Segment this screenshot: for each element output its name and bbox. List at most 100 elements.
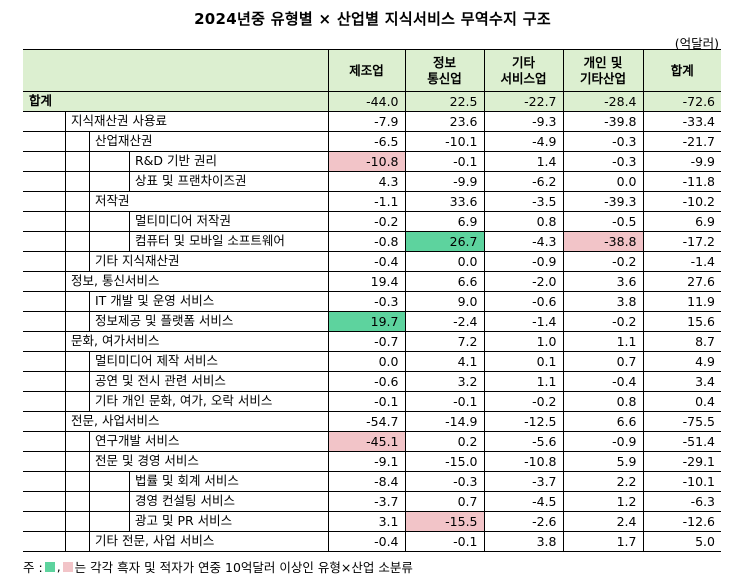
value-cell: 0.7 <box>562 351 643 372</box>
indent-guide <box>89 452 90 471</box>
indent-guide <box>89 432 90 451</box>
indent-guide <box>65 292 66 311</box>
indent-guide <box>65 252 66 271</box>
table-row: 지식재산권 사용료 -7.9 23.6 -9.3 -39.8 -33.4 <box>23 111 721 132</box>
value-cell: 1.2 <box>562 491 643 512</box>
indent-guide <box>65 332 66 351</box>
row-label: 멀티미디어 제작 서비스 <box>95 353 218 368</box>
value-cell: 3.2 <box>404 371 484 392</box>
value-cell: -0.3 <box>562 151 643 172</box>
table-row: R&D 기반 권리 -10.8 -0.1 1.4 -0.3 -9.9 <box>23 151 721 172</box>
value-cell: -0.2 <box>562 311 643 332</box>
indent-guide <box>89 192 90 211</box>
indent-guide <box>65 432 66 451</box>
row-label-cell: 컴퓨터 및 모바일 소프트웨어 <box>23 231 328 252</box>
value-cell: 6.6 <box>562 411 643 432</box>
row-label: 문화, 여가서비스 <box>71 333 160 348</box>
value-cell: 33.6 <box>404 191 484 212</box>
value-cell: -0.5 <box>562 211 643 232</box>
indent-guide <box>65 392 66 411</box>
value-cell: -9.9 <box>642 151 721 172</box>
row-label-cell: IT 개발 및 운영 서비스 <box>23 291 328 312</box>
row-label: 저작권 <box>95 193 130 208</box>
indent-guide <box>129 472 130 491</box>
table-row: 멀티미디어 저작권 -0.2 6.9 0.8 -0.5 6.9 <box>23 211 721 232</box>
value-cell: 23.6 <box>404 111 484 132</box>
value-cell: -21.7 <box>642 131 721 152</box>
value-cell: -3.5 <box>483 191 563 212</box>
indent-guide <box>65 412 66 431</box>
indent-guide <box>129 232 130 251</box>
value-cell: -2.6 <box>483 511 563 532</box>
column-header: 기타 서비스업 <box>483 49 563 92</box>
table-row: 광고 및 PR 서비스 3.1 -15.5 -2.6 2.4 -12.6 <box>23 511 721 532</box>
value-cell: 8.7 <box>642 331 721 352</box>
value-cell: 0.2 <box>404 431 484 452</box>
value-cell: -10.8 <box>483 451 563 472</box>
value-cell: -51.4 <box>642 431 721 452</box>
table-row: 공연 및 전시 관련 서비스 -0.6 3.2 1.1 -0.4 3.4 <box>23 371 721 392</box>
value-cell: -0.3 <box>562 131 643 152</box>
value-cell: -1.1 <box>327 191 405 212</box>
table-row: 저작권 -1.1 33.6 -3.5 -39.3 -10.2 <box>23 191 721 212</box>
indent-guide <box>65 472 66 491</box>
value-cell: 3.1 <box>327 511 405 532</box>
value-cell: -6.2 <box>483 171 563 192</box>
value-cell: -0.4 <box>327 251 405 272</box>
row-label-cell: 광고 및 PR 서비스 <box>23 511 328 532</box>
value-cell: 0.0 <box>562 171 643 192</box>
value-cell: 1.0 <box>483 331 563 352</box>
value-cell: -0.1 <box>404 531 484 552</box>
indent-guide <box>89 292 90 311</box>
indent-guide <box>65 232 66 251</box>
value-cell: -2.0 <box>483 271 563 292</box>
indent-guide <box>65 312 66 331</box>
row-label-cell: 전문 및 경영 서비스 <box>23 451 328 472</box>
indent-guide <box>65 192 66 211</box>
value-cell: -75.5 <box>642 411 721 432</box>
value-cell: 0.1 <box>483 351 563 372</box>
value-cell: -33.4 <box>642 111 721 132</box>
value-cell: 2.4 <box>562 511 643 532</box>
table-row: 컴퓨터 및 모바일 소프트웨어 -0.8 26.7 -4.3 -38.8 -17.2 <box>23 231 721 252</box>
value-cell: 1.1 <box>483 371 563 392</box>
row-label: 기타 개인 문화, 여가, 오락 서비스 <box>95 393 273 408</box>
value-cell: -3.7 <box>327 491 405 512</box>
value-cell: -1.4 <box>642 251 721 272</box>
indent-guide <box>65 512 66 531</box>
value-cell: -44.0 <box>327 91 405 112</box>
value-cell: -4.9 <box>483 131 563 152</box>
value-cell: 1.4 <box>483 151 563 172</box>
value-cell: -15.0 <box>404 451 484 472</box>
value-cell: -1.4 <box>483 311 563 332</box>
footnote: 주 : , 는 각각 흑자 및 적자가 연중 10억달러 이상인 유형×산업 소… <box>23 557 413 576</box>
row-label-cell: 지식재산권 사용료 <box>23 111 328 132</box>
row-label: 전문, 사업서비스 <box>71 413 160 428</box>
value-cell: 11.9 <box>642 291 721 312</box>
table-row: 기타 개인 문화, 여가, 오락 서비스 -0.1 -0.1 -0.2 0.8 0.4 <box>23 391 721 412</box>
row-label-cell: 멀티미디어 제작 서비스 <box>23 351 328 372</box>
row-label-cell: 경영 컨설팅 서비스 <box>23 491 328 512</box>
row-label-cell: 문화, 여가서비스 <box>23 331 328 352</box>
indent-guide <box>89 352 90 371</box>
row-label-cell: 연구개발 서비스 <box>23 431 328 452</box>
value-cell: -11.8 <box>642 171 721 192</box>
value-cell: -17.2 <box>642 231 721 252</box>
row-label-cell: 합계 <box>23 91 328 112</box>
row-label: R&D 기반 권리 <box>135 153 218 168</box>
value-cell: -0.6 <box>483 291 563 312</box>
value-cell: -5.6 <box>483 431 563 452</box>
value-cell: -4.5 <box>483 491 563 512</box>
value-cell: -0.4 <box>327 531 405 552</box>
value-cell: 6.9 <box>404 211 484 232</box>
value-cell: -0.3 <box>327 291 405 312</box>
table-row: IT 개발 및 운영 서비스 -0.3 9.0 -0.6 3.8 11.9 <box>23 291 721 312</box>
value-cell: 0.7 <box>404 491 484 512</box>
indent-guide <box>89 532 90 551</box>
indent-guide <box>65 352 66 371</box>
indent-guide <box>65 452 66 471</box>
header-row: 제조업 정보 통신업 기타 서비스업 개인 및 기타산업 합계 <box>23 49 721 92</box>
value-cell: 0.8 <box>562 391 643 412</box>
row-label-cell: 정보제공 및 플랫폼 서비스 <box>23 311 328 332</box>
value-cell: 6.6 <box>404 271 484 292</box>
